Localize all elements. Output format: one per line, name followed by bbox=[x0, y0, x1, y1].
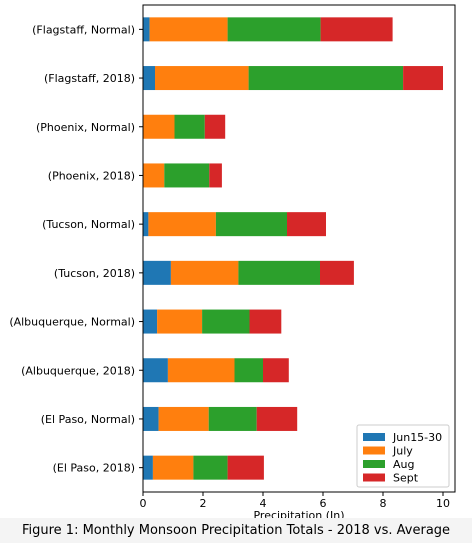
bar-segment-sept-2 bbox=[204, 114, 226, 139]
x-tick-label: 0 bbox=[140, 497, 147, 510]
bar-segment-aug-5 bbox=[238, 260, 320, 285]
bars-layer bbox=[143, 17, 443, 480]
y-tick-label: (Tucson, 2018) bbox=[54, 267, 135, 280]
x-tick-label: 8 bbox=[380, 497, 387, 510]
bar-segment-aug-4 bbox=[215, 212, 287, 237]
x-tick-label: 10 bbox=[436, 497, 450, 510]
bar-segment-aug-8 bbox=[208, 406, 257, 431]
figure-caption: Figure 1: Monthly Monsoon Precipitation … bbox=[0, 518, 472, 543]
bar-segment-sept-5 bbox=[320, 260, 354, 285]
bar-segment-aug-3 bbox=[164, 163, 210, 188]
bar-segment-sept-1 bbox=[403, 66, 443, 91]
bar-segment-aug-9 bbox=[193, 455, 228, 480]
bar-segment-jun15-30-6 bbox=[143, 309, 158, 334]
y-tick-label: (Flagstaff, Normal) bbox=[32, 23, 135, 36]
legend-label: Aug bbox=[393, 458, 414, 471]
legend-swatch bbox=[363, 460, 385, 468]
y-tick-label: (Tucson, Normal) bbox=[42, 218, 135, 231]
bar-segment-july-8 bbox=[158, 406, 209, 431]
x-tick-label: 2 bbox=[200, 497, 207, 510]
bar-segment-jun15-30-8 bbox=[143, 406, 159, 431]
bar-segment-aug-2 bbox=[174, 114, 205, 139]
y-tick-label: (El Paso, 2018) bbox=[53, 462, 135, 475]
legend-swatch bbox=[363, 473, 385, 482]
y-axis-ticks: (Flagstaff, Normal) (Flagstaff, 2018) (Pho… bbox=[9, 23, 143, 475]
bar-segment-aug-0 bbox=[227, 17, 321, 42]
bar-segment-july-0 bbox=[149, 17, 228, 42]
legend-swatch bbox=[363, 433, 385, 441]
bar-segment-sept-6 bbox=[249, 309, 282, 334]
bar-segment-sept-9 bbox=[227, 455, 264, 480]
y-tick-label: (Albuquerque, 2018) bbox=[21, 364, 135, 377]
bar-segment-july-3 bbox=[143, 163, 165, 188]
bar-segment-july-5 bbox=[170, 260, 239, 285]
x-tick-label: 4 bbox=[260, 497, 267, 510]
bar-segment-aug-7 bbox=[234, 358, 263, 383]
y-tick-label: (Albuquerque, Normal) bbox=[9, 316, 135, 329]
bar-segment-aug-1 bbox=[248, 66, 404, 91]
bar-segment-jun15-30-4 bbox=[143, 212, 149, 237]
bar-segment-sept-0 bbox=[320, 17, 393, 42]
legend-label: July bbox=[392, 445, 413, 458]
bar-segment-jun15-30-9 bbox=[143, 455, 153, 480]
y-tick-label: (Flagstaff, 2018) bbox=[44, 72, 135, 85]
bar-segment-sept-7 bbox=[263, 358, 289, 383]
x-axis-ticks: 0 2 4 6 8 10 bbox=[140, 492, 450, 510]
y-tick-label: (Phoenix, 2018) bbox=[48, 169, 135, 182]
bar-segment-jun15-30-0 bbox=[143, 17, 150, 42]
bar-segment-july-6 bbox=[157, 309, 203, 334]
x-axis-label: Precipitation (In) bbox=[253, 509, 344, 518]
stacked-bar-chart: (Flagstaff, Normal) (Flagstaff, 2018) (Pho… bbox=[9, 4, 456, 518]
bar-segment-jun15-30-1 bbox=[143, 66, 155, 91]
bar-segment-sept-3 bbox=[209, 163, 222, 188]
y-tick-label: (Phoenix, Normal) bbox=[36, 121, 135, 134]
bar-segment-jun15-30-5 bbox=[143, 260, 171, 285]
y-tick-label: (El Paso, Normal) bbox=[41, 413, 135, 426]
bar-segment-aug-6 bbox=[202, 309, 250, 334]
bar-segment-jun15-30-7 bbox=[143, 358, 168, 383]
bar-segment-july-1 bbox=[155, 66, 249, 91]
bar-segment-july-2 bbox=[143, 114, 175, 139]
plot-frame bbox=[142, 4, 456, 493]
x-tick-label: 6 bbox=[320, 497, 327, 510]
legend-swatch bbox=[363, 446, 385, 455]
legend-label: Jun15-30 bbox=[392, 431, 442, 444]
bar-segment-july-7 bbox=[167, 358, 235, 383]
bar-segment-july-4 bbox=[148, 212, 216, 237]
bar-segment-sept-8 bbox=[256, 406, 298, 431]
legend-label: Sept bbox=[393, 472, 419, 485]
bar-segment-sept-4 bbox=[287, 212, 326, 237]
bar-segment-july-9 bbox=[152, 455, 194, 480]
